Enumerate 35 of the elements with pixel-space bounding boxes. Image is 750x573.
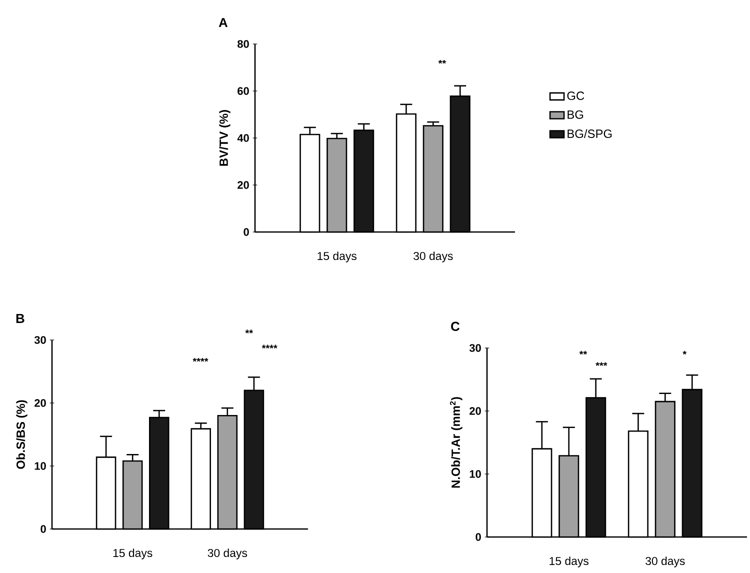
legend-label: GC	[567, 92, 584, 100]
annotation: **	[579, 350, 588, 355]
y-tick-label: 20	[470, 407, 481, 415]
y-tick-label: 10	[470, 470, 481, 478]
annotation: **	[438, 60, 446, 64]
y-tick-label: 0	[476, 533, 481, 541]
annotation: ***	[596, 362, 608, 366]
x-tick-label: 30 days	[208, 548, 248, 560]
text: **	[245, 330, 253, 334]
x-tick-label: 15 days	[550, 556, 588, 568]
y-tick-label: 60	[238, 87, 249, 95]
y-tick-label: 30	[469, 344, 481, 352]
x-tick-label: 15 days	[113, 548, 152, 560]
annotation: ****	[262, 344, 278, 348]
legend-label: BG/SPG	[568, 129, 612, 138]
y-tick-label: 80	[238, 40, 249, 48]
y-tick-label: 40	[237, 134, 249, 142]
annotation: ****	[192, 358, 208, 362]
x-tick-label: 30 days	[414, 252, 453, 262]
y-axis-title: Ob.S/BS (%)	[16, 400, 28, 469]
y-axis-title: BV/TV (%)	[219, 110, 230, 166]
y-axis-title: N.Ob/T.Ar (mm$^{2}$)	[450, 397, 462, 488]
chart-title: A	[218, 18, 228, 27]
chart-title: B	[16, 314, 24, 323]
legend-label: BG	[568, 110, 584, 119]
y-tick-label: 0	[244, 228, 249, 236]
y-tick-label: 20	[238, 181, 249, 189]
chart-title: C	[451, 322, 460, 331]
y-tick-label: 10	[34, 462, 46, 470]
y-tick-label: 0	[40, 525, 46, 533]
y-tick-label: 30	[34, 336, 46, 344]
y-tick-label: 20	[34, 399, 46, 407]
x-tick-label: 30 days	[646, 556, 685, 568]
annotation: *	[682, 350, 687, 355]
x-tick-label: 15 days	[318, 252, 356, 262]
